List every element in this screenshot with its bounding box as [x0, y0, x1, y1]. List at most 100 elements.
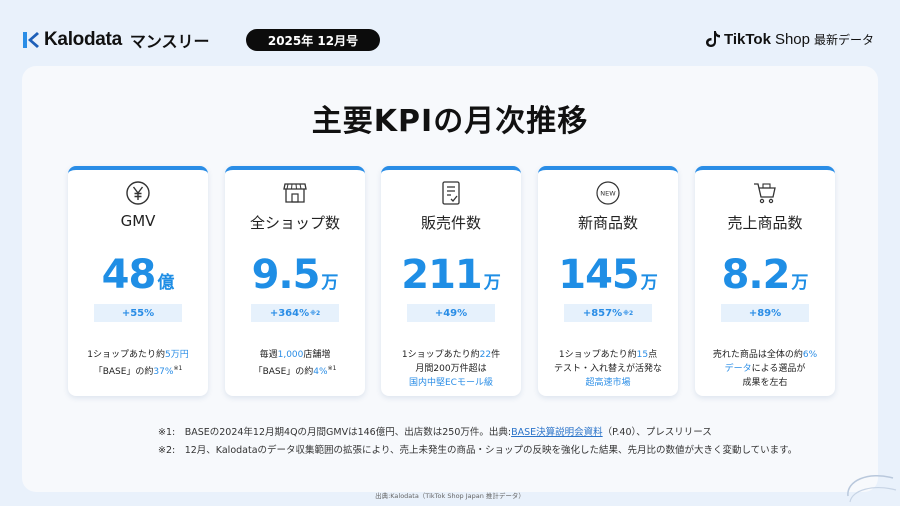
kpi-growth: +55%: [121, 307, 155, 319]
kpi-growth: +89%: [748, 307, 782, 319]
tiktok-shop-label: TikTok Shop 最新データ: [705, 30, 874, 48]
footnote-2: ※2: 12月、Kalodataのデータ収集範囲の拡張により、売上未発生の商品・…: [158, 445, 798, 456]
footnote-ref: ※1: [327, 365, 337, 372]
footnote-1: ※1: BASEの2024年12月期4Qの月間GMVは146億円、出店数は250…: [158, 424, 797, 442]
kpi-number: 145: [558, 252, 639, 298]
desc-line-2: 「BASE」の約4%※1: [225, 362, 365, 379]
desc-line-2: テスト・入れ替えが活発な: [538, 362, 678, 376]
kpi-value: 48 億: [68, 252, 208, 298]
desc-highlight: 国内中堅ECモール級: [409, 378, 493, 388]
kpi-card-new-products: NEW 新商品数 145 万 +857% ※2 1ショップあたり約15点 テスト・入…: [538, 166, 678, 396]
desc-text: 毎週: [259, 350, 278, 360]
footnote-ref: ※2: [623, 309, 634, 317]
kpi-number: 9.5: [251, 252, 321, 298]
kpi-unit: 万: [640, 273, 658, 293]
kalodata-logo-icon: [23, 32, 39, 48]
kpi-growth-badge: +55%: [94, 304, 182, 322]
desc-highlight: 5万円: [165, 350, 189, 360]
desc-text: 1ショップあたり約: [401, 350, 480, 360]
cart-icon: [754, 183, 776, 204]
store-icon: [283, 183, 307, 203]
desc-line-2: データによる選品が: [695, 362, 835, 376]
desc-line-3: 成果を左右: [695, 376, 835, 390]
kpi-unit: 万: [483, 273, 501, 293]
desc-highlight: 1,000: [277, 350, 304, 360]
desc-highlight: 15: [636, 350, 649, 360]
kpi-number: 211: [401, 252, 482, 298]
desc-text: 成果を左右: [742, 378, 788, 388]
footnote-text: （P.40）、プレスリリース: [602, 427, 712, 438]
desc-text: 売れた商品は全体の約: [712, 350, 803, 360]
brand: Kalodata マンスリー: [22, 28, 210, 52]
kpi-value: 211 万: [381, 252, 521, 298]
kpi-card-gmv: GMV 48 億 +55% 1ショップあたり約5万円 「BASE」の約37%※1: [68, 166, 208, 396]
desc-highlight: 22: [479, 350, 492, 360]
page-title: 主要KPIの月次推移: [311, 104, 589, 139]
desc-highlight: 4%: [313, 367, 328, 377]
kpi-label: GMV: [120, 212, 156, 230]
kpi-number: 8.2: [721, 252, 791, 298]
document-icon: [442, 181, 460, 205]
kpi-value: 145 万: [538, 252, 678, 298]
brand-name: Kalodata: [44, 29, 122, 50]
kpi-growth: +364%: [269, 307, 310, 319]
tiktok-name: TikTok: [723, 30, 771, 48]
footnote-ref: ※1: [173, 365, 183, 372]
footnotes: ※1: BASEの2024年12月期4Qの月間GMVは146億円、出店数は250…: [158, 424, 797, 460]
kpi-card-shops: 全ショップ数 9.5 万 +364% ※2 毎週1,000店舗増 「BASE」の約4…: [225, 166, 365, 396]
desc-line-2: 月間200万件超は: [381, 362, 521, 376]
kpi-unit: 万: [791, 273, 809, 293]
kpi-description: 1ショップあたり約5万円 「BASE」の約37%※1: [68, 348, 208, 379]
kpi-label: 新商品数: [577, 214, 638, 232]
kpi-description: 1ショップあたり約15点 テスト・入れ替えが活発な 超高速市場: [538, 348, 678, 390]
desc-text: 「BASE」の約: [93, 367, 154, 377]
brand-subtitle: マンスリー: [129, 32, 210, 51]
kpi-growth-badge: +857% ※2: [564, 304, 652, 322]
desc-text: 店舗増: [303, 350, 331, 360]
desc-text: 件: [491, 350, 501, 360]
desc-highlight: 37%: [153, 367, 174, 377]
tiktok-shop-text: Shop: [774, 30, 810, 48]
kpi-value: 8.2 万: [695, 252, 835, 298]
commerce-innovation-logo-icon: [847, 474, 897, 503]
desc-highlight: データ: [724, 364, 752, 374]
footnote-text: ※1: BASEの2024年12月期4Qの月間GMVは146億円、出店数は250…: [158, 427, 512, 438]
desc-highlight: 超高速市場: [585, 378, 631, 388]
desc-line-3: 超高速市場: [538, 376, 678, 390]
svg-text:NEW: NEW: [600, 190, 616, 198]
kpi-growth-badge: +364% ※2: [251, 304, 339, 322]
latest-data-label: 最新データ: [813, 32, 874, 47]
kpi-unit: 億: [157, 273, 175, 293]
kpi-unit: 万: [321, 273, 339, 293]
yen-icon: [126, 181, 150, 205]
kpi-growth-badge: +49%: [407, 304, 495, 322]
tiktok-logo-icon: [705, 31, 720, 47]
kpi-label: 販売件数: [420, 214, 481, 232]
desc-line-1: 1ショップあたり約22件: [381, 348, 521, 362]
kpi-description: 売れた商品は全体の約6% データによる選品が 成果を左右: [695, 348, 835, 390]
issue-month-badge: 2025年 12月号: [246, 29, 380, 51]
desc-text: テスト・入れ替えが活発な: [553, 364, 662, 374]
source-credit: 出典:Kalodata（TikTok Shop Japan 推計データ）: [375, 492, 525, 500]
kpi-description: 毎週1,000店舗増 「BASE」の約4%※1: [225, 348, 365, 379]
desc-text: 「BASE」の約: [253, 367, 314, 377]
desc-text: 1ショップあたり約: [558, 350, 637, 360]
header: Kalodata マンスリー 2025年 12月号 TikTok Shop 最新…: [0, 0, 900, 70]
base-report-link[interactable]: BASE決算説明会資料: [511, 427, 603, 438]
footnote-ref: ※2: [310, 309, 321, 317]
kpi-growth: +857%: [582, 307, 623, 319]
kpi-value: 9.5 万: [225, 252, 365, 298]
kpi-card-orders: 販売件数 211 万 +49% 1ショップあたり約22件 月間200万件超は 国内…: [381, 166, 521, 396]
kpi-number: 48: [101, 252, 157, 298]
kpi-description: 1ショップあたり約22件 月間200万件超は 国内中堅ECモール級: [381, 348, 521, 390]
kpi-growth-badge: +89%: [721, 304, 809, 322]
desc-highlight: 6%: [802, 350, 818, 360]
kpi-label: 売上商品数: [727, 214, 803, 232]
desc-text: 点: [648, 350, 658, 360]
desc-text: による選品が: [751, 364, 806, 374]
new-badge-icon: NEW: [596, 181, 620, 205]
desc-line-2: 「BASE」の約37%※1: [68, 362, 208, 379]
desc-line-1: 毎週1,000店舗増: [225, 348, 365, 362]
desc-line-3: 国内中堅ECモール級: [381, 376, 521, 390]
desc-text: 1ショップあたり約: [87, 350, 165, 360]
